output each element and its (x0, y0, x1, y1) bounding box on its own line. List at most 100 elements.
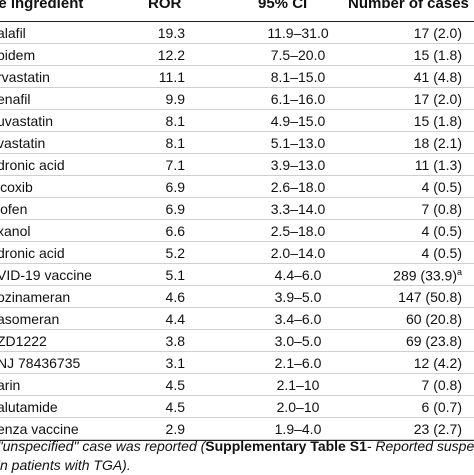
table-row: icoxib 6.9 2.6–18.0 4 (0.5) (0, 176, 474, 198)
cell-cases-value: 60 (20.8) (405, 311, 462, 327)
cell-cases-value: 147 (50.8) (398, 289, 462, 305)
cell-cases-footnote-mark: a (456, 267, 462, 277)
cell-ci: 11.9–31.0 (267, 25, 329, 41)
table-row: arin 4.5 2.1–10 7 (0.8) (0, 374, 474, 396)
cell-cases: 12 (4.2) (414, 355, 462, 371)
table-row: ozinameran 4.6 3.9–5.0 147 (50.8) (0, 286, 474, 308)
cell-cases: 69 (23.8) (406, 333, 462, 349)
cell-ci: 3.9–5.0 (274, 289, 322, 305)
cell-ror: 12.2 (157, 47, 185, 63)
table-row: enza vaccine 2.9 1.9–4.0 23 (2.7) (0, 418, 474, 440)
cell-ingredient: lofen (0, 201, 28, 217)
cell-cases: 7 (0.8) (422, 377, 462, 393)
cell-ingredient: enafil (0, 91, 31, 107)
table-footnote: e "unspecified" case was reported (Suppl… (0, 437, 474, 475)
cell-ror: 5.1 (165, 267, 185, 283)
cell-ror: 6.9 (165, 201, 185, 217)
table-row: dronic acid 7.1 3.9–13.0 11 (1.3) (0, 154, 474, 176)
cell-ror: 8.1 (165, 113, 185, 129)
cell-cases-value: 4 (0.5) (421, 179, 462, 195)
cell-cases-value: 15 (1.8) (413, 47, 462, 63)
cell-ror: 19.3 (157, 25, 185, 41)
cell-cases-value: 23 (2.7) (413, 421, 462, 437)
cell-ror: 4.5 (165, 377, 185, 393)
cell-ci: 3.9–13.0 (270, 157, 326, 173)
table-row: vastatin 8.1 5.1–13.0 18 (2.1) (0, 132, 474, 154)
cell-cases: 289 (33.9)a (393, 267, 462, 284)
footnote-line-1-post: - Reported suspect (366, 438, 474, 454)
cell-ror: 9.9 (165, 91, 185, 107)
cell-ci: 3.4–6.0 (274, 311, 322, 327)
cell-ror: 2.9 (165, 421, 185, 437)
table-row: enafil 9.9 6.1–16.0 17 (2.0) (0, 88, 474, 110)
cell-ci: 2.6–18.0 (270, 179, 326, 195)
table-header-row: ve ingredient ROR 95% CI Number of cases (0, 0, 474, 22)
cell-cases: 23 (2.7) (414, 421, 462, 437)
header-cases: Number of cases (348, 0, 469, 12)
cell-cases: 60 (20.8) (406, 311, 462, 327)
table-row: lofen 6.9 3.3–14.0 7 (0.8) (0, 198, 474, 220)
cell-cases: 6 (0.7) (422, 399, 462, 415)
cell-cases: 147 (50.8) (398, 289, 462, 305)
cell-ingredient: ZD1222 (0, 333, 47, 349)
cell-ingredient: ozinameran (0, 289, 71, 305)
cell-cases-value: 12 (4.2) (413, 355, 462, 371)
table-row: dronic acid 5.2 2.0–14.0 4 (0.5) (0, 242, 474, 264)
cell-ci: 5.1–13.0 (270, 135, 326, 151)
cell-ror: 5.2 (165, 245, 185, 261)
cell-ingredient: NJ 78436735 (0, 355, 81, 371)
cell-cases: 17 (2.0) (414, 91, 462, 107)
cell-cases: 4 (0.5) (422, 223, 462, 239)
cell-cases-value: 4 (0.5) (421, 245, 462, 261)
cell-ror: 7.1 (165, 157, 185, 173)
cell-ingredient: alutamide (0, 399, 58, 415)
cell-ingredient: asomeran (0, 311, 60, 327)
cell-ci: 3.3–14.0 (270, 201, 326, 217)
cell-ror: 11.1 (158, 69, 185, 85)
cell-ci: 3.0–5.0 (274, 333, 322, 349)
header-ci: 95% CI (258, 0, 308, 12)
cell-cases-value: 7 (0.8) (421, 377, 462, 393)
cell-cases-value: 11 (1.3) (414, 157, 462, 173)
cell-cases: 41 (4.8) (414, 69, 462, 85)
cell-cases-value: 6 (0.7) (421, 399, 462, 415)
cell-cases-value: 17 (2.0) (413, 91, 462, 107)
cell-cases: 4 (0.5) (422, 179, 462, 195)
footnote-line-1-pre: e "unspecified" case was reported ( (0, 438, 206, 454)
cell-cases-value: 18 (2.1) (413, 135, 462, 151)
table-row: alutamide 4.5 2.0–10 6 (0.7) (0, 396, 474, 418)
cell-ci: 1.9–4.0 (274, 421, 322, 437)
footnote-line-1: e "unspecified" case was reported (Suppl… (0, 437, 474, 456)
cell-cases: 4 (0.5) (422, 245, 462, 261)
cell-ror: 4.6 (165, 289, 185, 305)
table-row: pidem 12.2 7.5–20.0 15 (1.8) (0, 44, 474, 66)
cell-ingredient: pidem (0, 47, 36, 63)
cell-cases: 18 (2.1) (414, 135, 462, 151)
table-row: asomeran 4.4 3.4–6.0 60 (20.8) (0, 308, 474, 330)
cell-cases: 15 (1.8) (414, 47, 462, 63)
cell-ror: 6.6 (165, 223, 185, 239)
cell-cases-value: 17 (2.0) (413, 25, 462, 41)
cell-ci: 2.0–10 (276, 399, 320, 415)
cell-ingredient: enza vaccine (0, 421, 79, 437)
table-row: VID-19 vaccine 5.1 4.4–6.0 289 (33.9)a (0, 264, 474, 286)
cell-ingredient: dronic acid (0, 245, 65, 261)
cell-cases-value: 289 (33.9) (393, 267, 457, 284)
header-ingredient: ve ingredient (0, 0, 84, 12)
cell-ingredient: vastatin (0, 135, 46, 151)
cell-ci: 8.1–15.0 (270, 69, 326, 85)
cell-ror: 4.4 (165, 311, 185, 327)
cell-ingredient: arin (0, 377, 21, 393)
cell-ci: 6.1–16.0 (270, 91, 326, 107)
cell-ci: 4.4–6.0 (274, 267, 322, 283)
cell-cases: 11 (1.3) (415, 157, 462, 173)
cell-ingredient: VID-19 vaccine (0, 267, 92, 283)
cell-ci: 7.5–20.0 (270, 47, 326, 63)
cell-ror: 8.1 (165, 135, 185, 151)
cell-ror: 4.5 (165, 399, 185, 415)
cell-ci: 2.1–6.0 (274, 355, 322, 371)
table-row: ZD1222 3.8 3.0–5.0 69 (23.8) (0, 330, 474, 352)
footnote-line-2: s in patients with TGA). (0, 456, 474, 475)
cell-ci: 2.1–10 (276, 377, 320, 393)
cell-ror: 3.8 (165, 333, 185, 349)
